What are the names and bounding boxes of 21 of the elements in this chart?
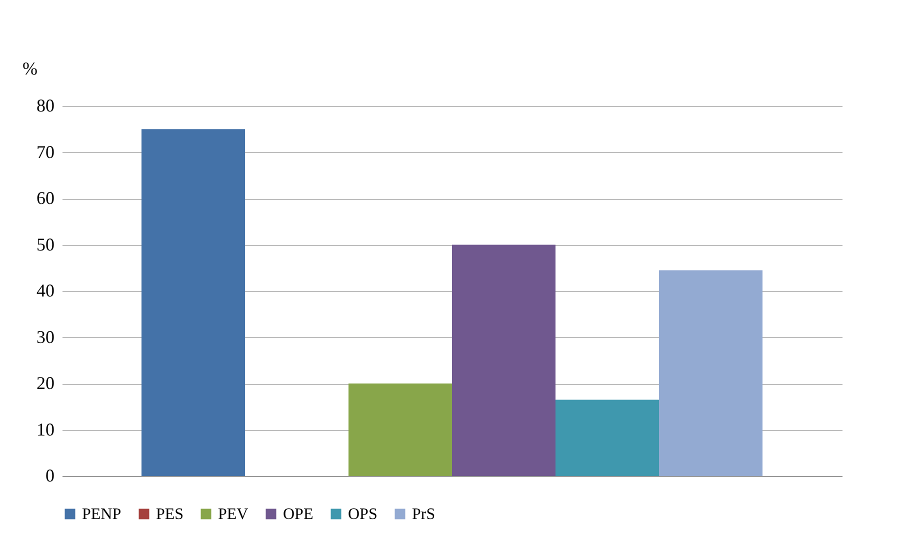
bar — [452, 244, 556, 476]
bar — [348, 384, 452, 476]
y-tick-label: 40 — [36, 280, 54, 300]
y-tick-label: 30 — [36, 326, 54, 347]
legend-label: PES — [156, 506, 184, 523]
y-tick-label: 70 — [36, 142, 54, 162]
legend-label: OPS — [348, 506, 378, 523]
y-tick-label: 80 — [36, 96, 54, 116]
bar — [556, 400, 660, 476]
bar — [141, 129, 245, 476]
y-axis-title: % — [22, 58, 38, 78]
y-tick-label: 0 — [46, 466, 54, 486]
y-tick-label: 60 — [36, 188, 54, 208]
legend-label: PrS — [412, 506, 436, 523]
y-tick-label: 50 — [36, 234, 54, 254]
y-tick-label: 20 — [36, 373, 54, 393]
legend-label: PEV — [218, 506, 249, 523]
bar — [659, 270, 763, 476]
legend-label: PENP — [82, 506, 122, 523]
legend-label: OPE — [283, 506, 314, 523]
y-tick-label: 10 — [36, 419, 54, 440]
